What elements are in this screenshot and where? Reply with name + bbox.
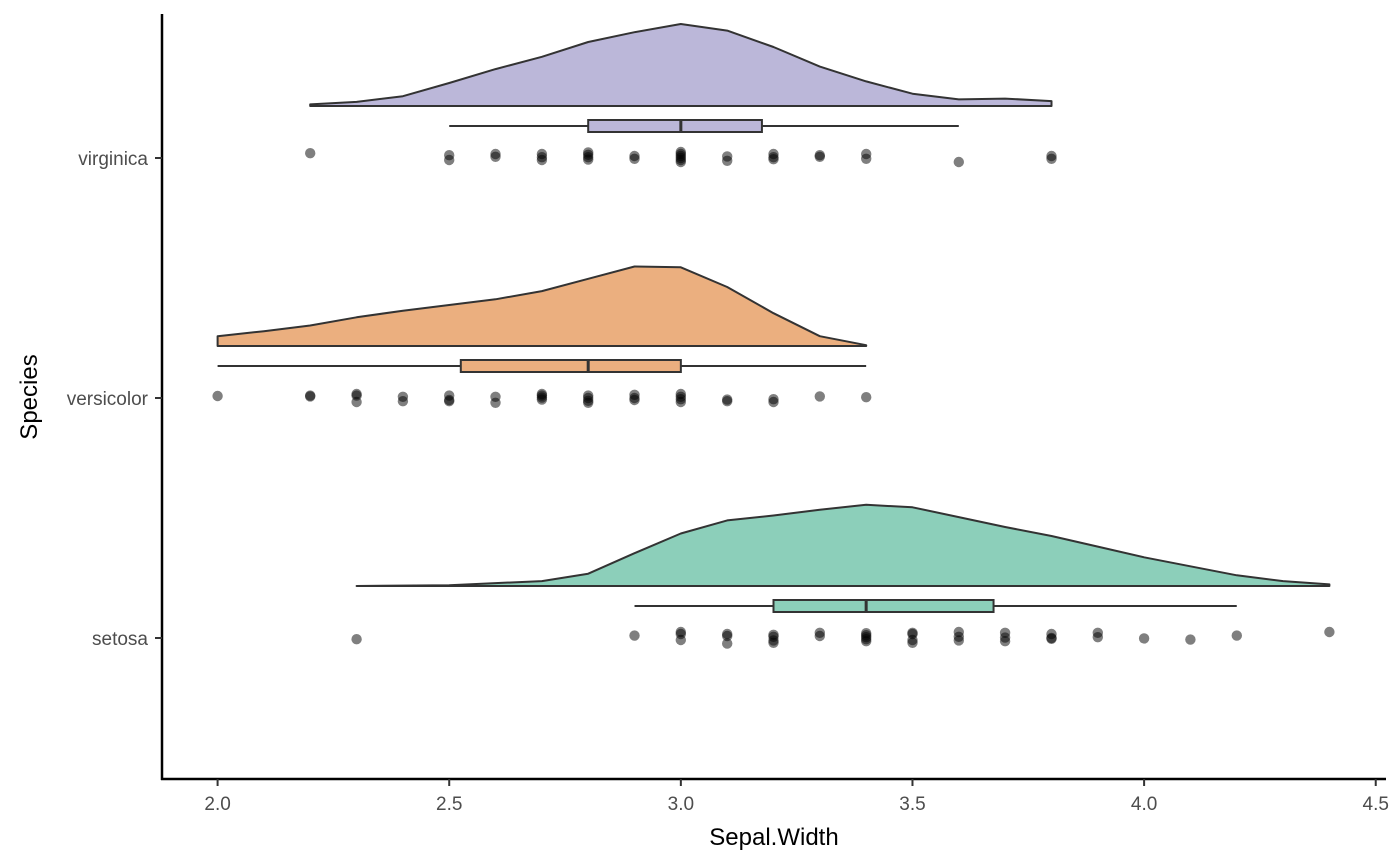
point-setosa [953, 635, 964, 646]
y-tick-label-versicolor: versicolor [67, 389, 149, 410]
point-versicolor [444, 396, 455, 407]
y-axis-title: Species [16, 354, 43, 439]
point-virginica [675, 156, 686, 168]
density-virginica [309, 23, 1053, 107]
x-tick-label: 4.0 [1131, 794, 1157, 815]
point-virginica [722, 155, 733, 166]
point-setosa [907, 637, 918, 648]
point-virginica [814, 151, 825, 162]
point-versicolor [768, 396, 779, 408]
point-setosa [1092, 632, 1104, 643]
x-tick-label: 3.5 [899, 794, 925, 815]
point-virginica [536, 154, 548, 166]
box-versicolor [459, 359, 682, 373]
plot-area [212, 23, 1335, 649]
point-versicolor [583, 397, 594, 408]
point-virginica [444, 154, 455, 166]
point-virginica [629, 153, 640, 164]
x-tick-label: 2.5 [436, 794, 462, 815]
point-setosa [1138, 633, 1150, 644]
x-tick-label: 2.0 [204, 794, 230, 815]
point-setosa [768, 637, 779, 648]
point-versicolor [629, 394, 640, 406]
point-setosa [999, 636, 1011, 647]
density-setosa [355, 503, 1331, 587]
point-versicolor [814, 391, 825, 402]
point-virginica [953, 156, 964, 168]
density-versicolor [216, 265, 868, 347]
point-setosa [1046, 633, 1057, 644]
x-tick-label: 4.5 [1363, 794, 1389, 815]
point-versicolor [212, 390, 223, 402]
point-setosa [722, 630, 733, 642]
point-versicolor [397, 396, 409, 407]
point-versicolor [861, 392, 872, 403]
x-axis-ticks: 2.0 2.5 3.0 3.5 4.0 4.5 [204, 779, 1389, 815]
point-virginica [583, 154, 594, 165]
point-virginica [490, 151, 501, 162]
box-virginica [587, 119, 763, 133]
point-virginica [1046, 153, 1057, 164]
point-setosa [675, 634, 686, 646]
point-setosa [814, 630, 825, 642]
point-virginica [305, 148, 316, 159]
y-tick-label-setosa: setosa [92, 629, 148, 650]
point-versicolor [675, 396, 686, 408]
series-virginica [305, 23, 1057, 168]
point-setosa [351, 634, 362, 645]
point-setosa [1185, 634, 1196, 645]
point-versicolor [305, 391, 316, 402]
box-setosa [772, 599, 995, 613]
point-setosa [861, 636, 872, 647]
point-setosa [722, 638, 733, 649]
point-setosa [629, 630, 640, 641]
y-tick-label-virginica: virginica [78, 149, 148, 170]
x-axis-title: Sepal.Width [709, 824, 838, 851]
point-versicolor [490, 397, 501, 408]
series-setosa [351, 503, 1335, 649]
point-versicolor [536, 394, 548, 405]
point-versicolor [351, 396, 362, 408]
y-axis-ticks: virginica versicolor setosa [67, 149, 162, 650]
point-setosa [1324, 626, 1335, 638]
point-virginica [768, 154, 779, 165]
x-tick-label: 3.0 [668, 794, 694, 815]
series-versicolor [212, 265, 872, 408]
point-setosa [1231, 630, 1243, 641]
point-virginica [861, 153, 872, 164]
point-versicolor [722, 396, 733, 407]
